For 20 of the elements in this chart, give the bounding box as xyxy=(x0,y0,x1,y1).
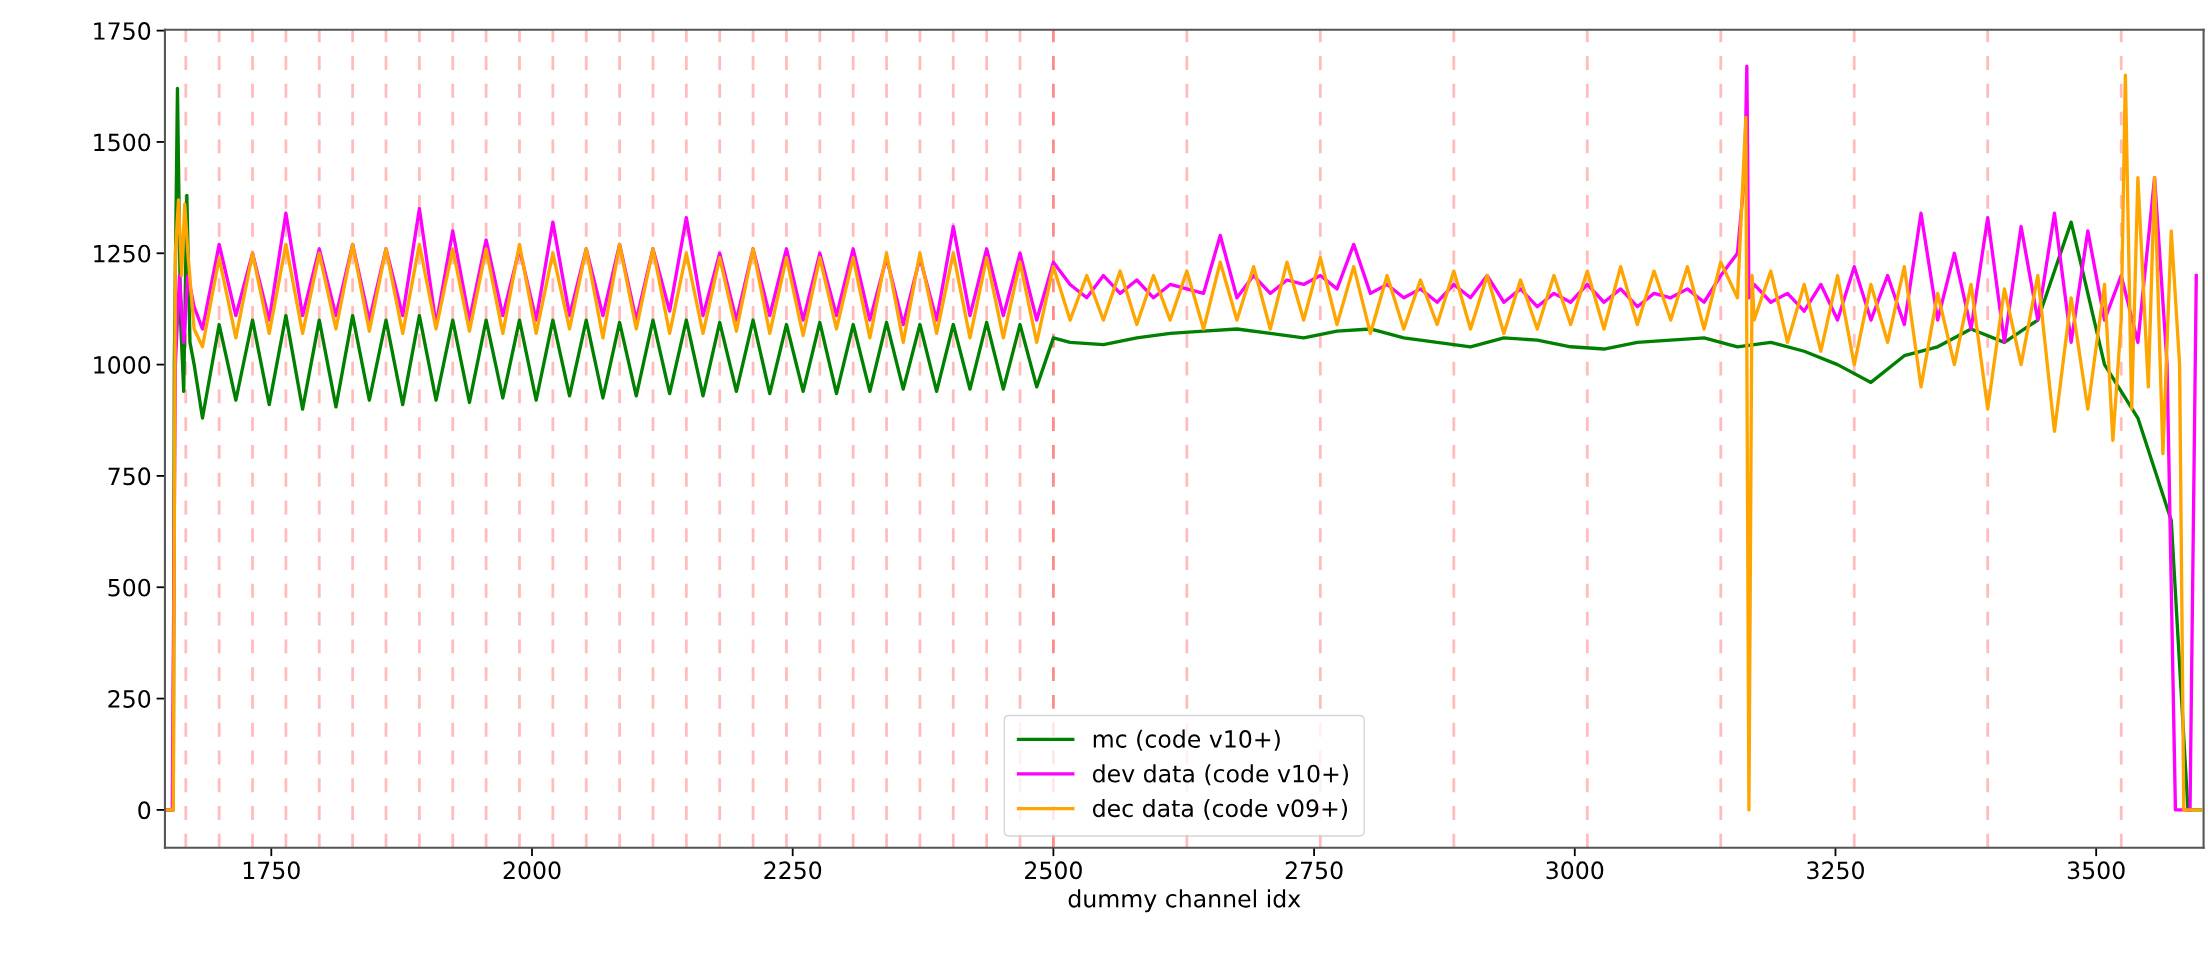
x-tick-label: 3000 xyxy=(1546,861,1604,880)
y-tick-label: 1000 xyxy=(94,356,151,374)
y-tick-label: 1750 xyxy=(94,22,151,40)
x-tick-label: 2000 xyxy=(503,861,561,880)
x-tick-label: 2750 xyxy=(1285,861,1343,880)
x-axis-title: dummy channel idx xyxy=(1068,889,1301,913)
y-tick-label: 750 xyxy=(108,467,151,486)
y-tick-label: 1250 xyxy=(94,244,151,263)
x-tick-label: 2250 xyxy=(764,861,822,880)
x-tick-label: 1750 xyxy=(243,861,300,880)
legend-label: dev data (code v10+) xyxy=(1092,764,1348,786)
y-tick-label: 0 xyxy=(138,801,151,820)
y-tick-label: 1500 xyxy=(94,133,151,152)
legend-label: dec data (code v09+) xyxy=(1092,798,1348,820)
y-tick-label: 250 xyxy=(108,690,151,708)
y-tick-label: 500 xyxy=(108,578,151,597)
x-tick-label: 3500 xyxy=(2067,861,2125,880)
x-tick-label: 3250 xyxy=(1807,861,1864,880)
x-tick-label: 2500 xyxy=(1025,861,1082,880)
legend-label: mc (code v10+) xyxy=(1093,729,1280,751)
